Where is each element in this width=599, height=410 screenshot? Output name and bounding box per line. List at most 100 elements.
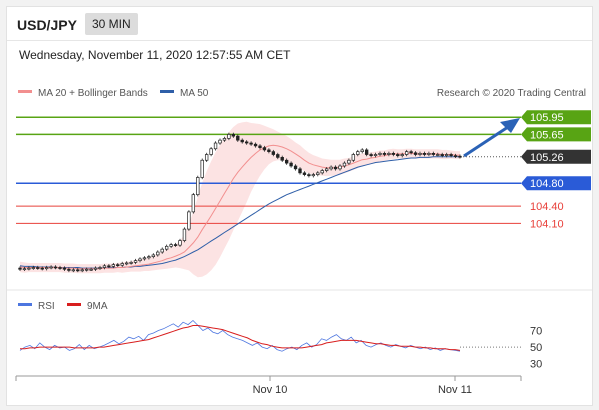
candle-body (62, 267, 67, 270)
current-price-tag-box (521, 149, 591, 164)
candle-body (302, 172, 307, 175)
candle-body (156, 251, 160, 256)
candle-body (129, 262, 133, 264)
candle-body (289, 162, 293, 167)
candle-body (84, 268, 89, 271)
candle-body (222, 138, 227, 141)
candle-body (453, 155, 458, 158)
rsi-legend-swatch (18, 303, 32, 306)
candle-body (351, 154, 356, 161)
candle-body (382, 153, 387, 155)
forecast-arrow-shaft (463, 125, 509, 158)
candle-body (209, 148, 213, 155)
candle-body (40, 267, 44, 270)
candle-body (311, 174, 316, 177)
candle-body (191, 194, 196, 213)
candle-body (204, 154, 209, 161)
candle-body (133, 260, 138, 263)
candle-body (44, 267, 49, 270)
current-price-tag: 105.26 (530, 152, 564, 164)
candle-body (378, 153, 382, 155)
candle-body (160, 248, 164, 253)
candle-body (284, 159, 289, 164)
level-tag: 104.10 (530, 218, 564, 230)
bollinger-band (20, 121, 460, 278)
candle-body (320, 170, 324, 174)
candle-body (213, 142, 218, 150)
candle-body (98, 267, 102, 269)
candle-body (369, 154, 373, 157)
candle-body (187, 211, 191, 230)
candle-body (440, 154, 444, 157)
candle-body (342, 162, 347, 167)
candle-body (400, 154, 404, 157)
x-axis: Nov 10 Nov 11 (15, 375, 522, 396)
candle-body (258, 145, 262, 148)
candle-body (333, 166, 338, 170)
candle-body (49, 266, 53, 269)
candle-body (67, 268, 71, 271)
ma50-series (19, 156, 460, 269)
level-tag-box (521, 110, 591, 125)
research-credit: Research © 2020 Trading Central (437, 88, 586, 99)
candle-body (102, 265, 107, 268)
candle-body (138, 258, 142, 262)
candle-body (347, 159, 351, 164)
x-tick-label: Nov 10 (253, 384, 288, 396)
candle-body (244, 141, 249, 144)
candle-body (89, 268, 93, 271)
rsi-ma-line (20, 325, 461, 351)
candle-body (93, 267, 98, 270)
candle-body (173, 244, 178, 246)
candle-body (218, 139, 222, 144)
timestamp: Wednesday, November 11, 2020 12:57:55 AM… (19, 48, 291, 62)
level-tag-box (521, 127, 591, 142)
candle-body (27, 267, 31, 270)
level-tag: 104.80 (530, 178, 564, 190)
candle-body (329, 166, 333, 170)
candle-body (18, 267, 22, 270)
candle-body (307, 174, 311, 177)
main-legend: MA 20 + Bollinger Bands MA 50 Research ©… (18, 88, 586, 99)
candle-body (356, 151, 360, 155)
timeframe-badge[interactable]: 30 MIN (85, 13, 138, 35)
pair-title: USD/JPY (17, 17, 77, 33)
candle-body (253, 143, 258, 147)
candle-body (324, 168, 329, 171)
candle-body (80, 269, 84, 272)
candle-body (116, 264, 120, 267)
rsi-tick-label: 30 (530, 359, 542, 371)
rsi-tick-label: 70 (530, 325, 542, 337)
candle-body (196, 177, 200, 196)
candle-body (142, 257, 147, 260)
candle-body (120, 263, 124, 266)
candle-body (338, 165, 342, 170)
candle-body (178, 240, 182, 246)
candle-body (164, 245, 169, 250)
candle-body (373, 154, 378, 157)
rsi-lines (19, 319, 461, 352)
candle-body (111, 264, 116, 267)
candle-body (124, 262, 129, 265)
rsi-legend-label: RSI (38, 301, 55, 312)
candle-body (147, 256, 151, 259)
candles (18, 132, 462, 273)
candle-body (227, 134, 231, 139)
candle-body (396, 154, 400, 157)
candle-body (458, 155, 462, 158)
candle-body (231, 134, 236, 137)
candle-body (422, 153, 427, 155)
candle-body (267, 149, 271, 152)
ma20-legend-label: MA 20 + Bollinger Bands (38, 88, 148, 99)
forecast-arrow (463, 118, 520, 158)
candle-body (418, 153, 422, 155)
candle-body (360, 149, 364, 152)
candle-body (36, 267, 40, 269)
candle-body (249, 142, 253, 145)
candle-body (413, 152, 418, 155)
candle-body (387, 153, 391, 155)
rsi-ma-legend-swatch (67, 303, 81, 306)
level-lines (16, 116, 521, 224)
candle-body (182, 228, 187, 241)
candle-body (436, 154, 440, 156)
